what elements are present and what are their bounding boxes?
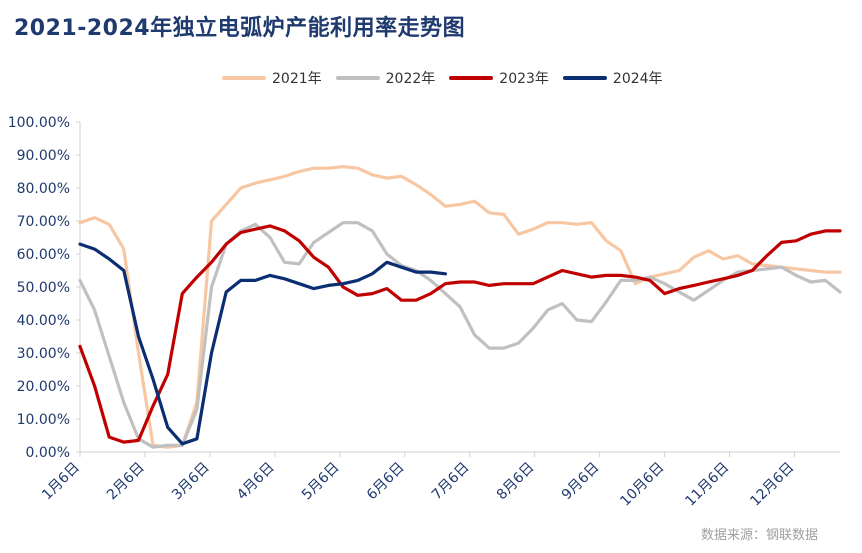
legend-swatch-2023	[449, 76, 494, 80]
y-tick-label: 100.00%	[8, 115, 70, 131]
legend-label-2024: 2024年	[612, 71, 663, 87]
x-tick-label: 8月6日	[494, 460, 538, 504]
source-note: 数据来源：钢联数据	[700, 528, 818, 543]
y-tick-label: 60.00%	[17, 247, 70, 263]
x-tick-label: 11月6日	[682, 460, 732, 510]
chart-title: 2021-2024年独立电弧炉产能利用率走势图	[14, 16, 466, 41]
y-tick-label: 30.00%	[17, 346, 70, 362]
y-tick-label: 40.00%	[17, 313, 70, 329]
chart-tick-labels: 0.00% 10.00% 20.00% 30.00% 40.00% 50.00% 60.00…	[8, 115, 798, 510]
y-tick-label: 0.00%	[26, 445, 70, 461]
legend-item-2021: 2021年	[222, 68, 322, 88]
series-line-2024	[78, 242, 447, 446]
y-tick-label: 20.00%	[17, 379, 70, 395]
y-tick-label: 70.00%	[17, 214, 70, 230]
legend-label-2021: 2021年	[272, 71, 322, 87]
legend-swatch-2024	[562, 76, 607, 80]
legend-label-2022: 2022年	[385, 71, 436, 87]
legend-item-2024: 2024年	[562, 68, 663, 88]
y-tick-label: 10.00%	[17, 412, 70, 428]
series-line-2022	[78, 221, 842, 449]
x-tick-label: 10月6日	[617, 460, 667, 510]
y-tick-label: 90.00%	[17, 148, 70, 164]
x-tick-label: 6月6日	[364, 460, 408, 504]
x-tick-label: 7月6日	[429, 460, 473, 504]
legend-swatch-2021	[222, 76, 266, 80]
x-tick-label: 9月6日	[559, 460, 603, 504]
series-line-2023	[78, 224, 842, 444]
x-tick-label: 12月6日	[747, 460, 797, 510]
legend-item-2023: 2023年	[449, 68, 549, 88]
x-tick-label: 1月6日	[39, 460, 83, 504]
x-tick-label: 3月6日	[169, 460, 213, 504]
y-tick-label: 50.00%	[17, 280, 70, 296]
series-line-2021	[78, 165, 842, 449]
x-tick-label: 4月6日	[234, 460, 278, 504]
chart-series-lines	[78, 165, 842, 449]
legend-swatch-2022	[335, 76, 380, 80]
chart-axes	[76, 121, 840, 457]
x-tick-label: 2月6日	[104, 460, 148, 504]
legend-label-2023: 2023年	[499, 71, 549, 87]
x-tick-label: 5月6日	[299, 460, 343, 504]
y-tick-label: 80.00%	[17, 181, 70, 197]
chart-legend: 2021年 2022年 2023年 2024年	[222, 68, 677, 88]
legend-item-2022: 2022年	[335, 68, 436, 88]
